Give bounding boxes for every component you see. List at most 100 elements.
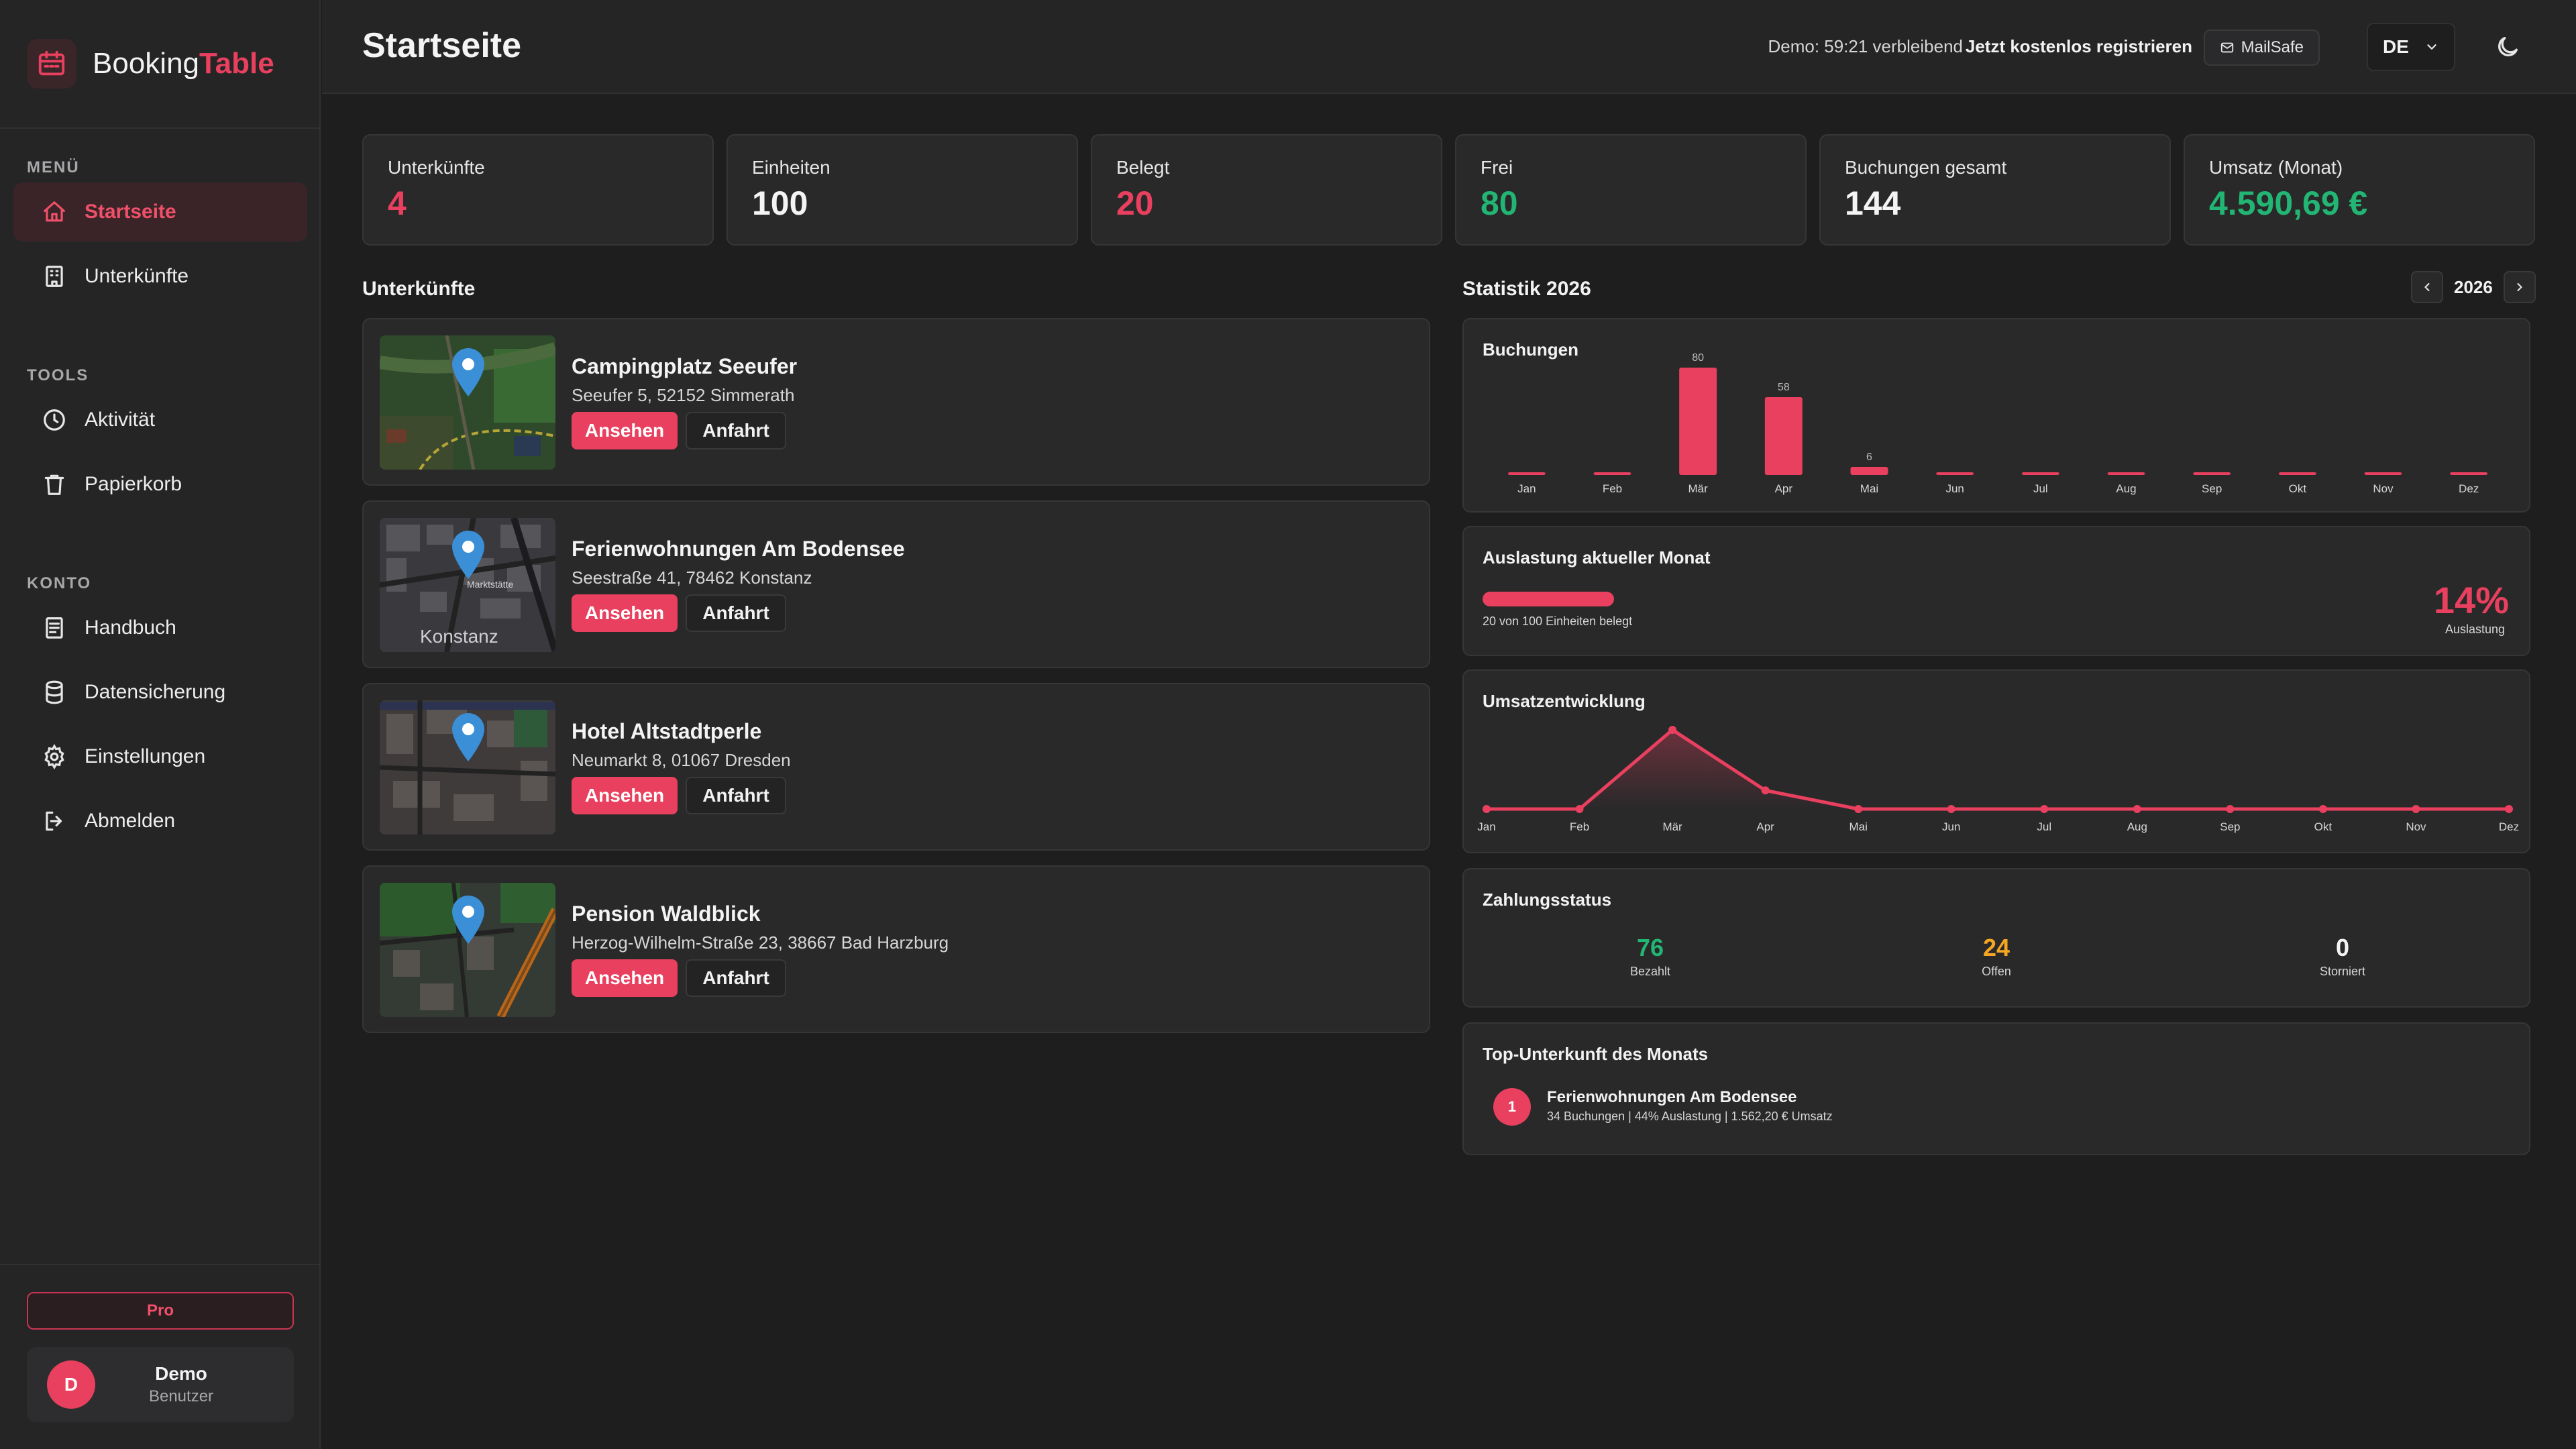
occupancy-percent-label: Auslastung	[2445, 623, 2505, 636]
view-button[interactable]: Ansehen	[572, 594, 678, 632]
statistics-section-title: Statistik 2026	[1462, 278, 1591, 300]
sidebar-item-label: Papierkorb	[85, 473, 182, 495]
sidebar-item-label: Aktivität	[85, 409, 156, 431]
property-address: Herzog-Wilhelm-Straße 23, 38667 Bad Harz…	[572, 932, 949, 953]
user-name: Demo	[155, 1363, 207, 1384]
book-icon	[40, 614, 68, 642]
stat-card-unterkuenfte: Unterkünfte 4	[362, 134, 714, 246]
map-pin-icon	[452, 713, 484, 761]
tools-section-label: TOOLS	[27, 366, 89, 384]
directions-button[interactable]: Anfahrt	[686, 959, 786, 997]
property-name: Pension Waldblick	[572, 902, 761, 926]
register-link[interactable]: Jetzt kostenlos registrieren	[1965, 36, 2192, 56]
stat-value: 144	[1845, 184, 1901, 222]
x-tick-label: Mai	[1849, 820, 1867, 833]
view-button[interactable]: Ansehen	[572, 412, 678, 449]
revenue-point-apr	[1761, 786, 1770, 795]
revenue-point-sep	[2226, 805, 2235, 813]
map-thumbnail[interactable]	[380, 883, 555, 1017]
payment-open-value: 24	[1982, 934, 2010, 961]
x-tick-label: Apr	[1756, 820, 1774, 833]
directions-button[interactable]: Anfahrt	[686, 777, 786, 814]
x-tick-label: Nov	[2406, 820, 2426, 833]
revenue-area	[1487, 730, 2509, 809]
map-thumbnail[interactable]	[380, 335, 555, 470]
stat-label: Frei	[1481, 157, 1513, 178]
bar-data-label: 6	[1866, 451, 1872, 463]
sidebar-item-handbuch[interactable]: Handbuch	[13, 598, 307, 657]
sidebar-item-label: Unterkünfte	[85, 265, 189, 287]
map-thumbnail[interactable]: Konstanz Marktstätte	[380, 518, 555, 652]
sidebar-item-einstellungen[interactable]: Einstellungen	[13, 727, 307, 786]
previous-year-button[interactable]	[2411, 271, 2443, 303]
stat-label: Belegt	[1116, 157, 1170, 178]
property-card: Campingplatz Seeufer Seeufer 5, 52152 Si…	[362, 318, 1430, 486]
bar-apr	[1764, 397, 1803, 475]
stat-label: Buchungen gesamt	[1845, 157, 2007, 178]
bookings-bar-chart: Jan Feb 80 Mär 58 Apr 6 Mai Jun Jul Aug Sep Okt Nov De…	[1507, 352, 2488, 495]
logout-icon	[40, 807, 68, 835]
x-tick-label: Jan	[1477, 820, 1495, 833]
map-label-konstanz: Konstanz	[420, 626, 498, 647]
stat-value: 20	[1116, 184, 1154, 222]
sidebar-item-datensicherung[interactable]: Datensicherung	[13, 663, 307, 722]
theme-toggle[interactable]	[2493, 32, 2522, 62]
sidebar-item-label: Handbuch	[85, 616, 176, 639]
x-tick-label: Nov	[2373, 482, 2394, 495]
x-tick-label: Dez	[2459, 482, 2479, 495]
stat-card-frei: Frei 80	[1455, 134, 1807, 246]
stat-card-belegt: Belegt 20	[1091, 134, 1442, 246]
property-card: Pension Waldblick Herzog-Wilhelm-Straße …	[362, 865, 1430, 1033]
sidebar-item-unterkuenfte[interactable]: Unterkünfte	[13, 247, 307, 306]
view-button[interactable]: Ansehen	[572, 777, 678, 814]
stat-card-buchungen-gesamt: Buchungen gesamt 144	[1819, 134, 2171, 246]
x-tick-label: Sep	[2220, 820, 2240, 833]
pro-button[interactable]: Pro	[27, 1292, 294, 1330]
sidebar-item-startseite[interactable]: Startseite	[13, 182, 307, 241]
payment-cancelled-label: Storniert	[2319, 965, 2366, 978]
stat-label: Umsatz (Monat)	[2209, 157, 2343, 178]
x-tick-label: Mai	[1860, 482, 1878, 495]
revenue-point-mai	[1854, 805, 1863, 813]
sidebar-item-aktivitaet[interactable]: Aktivität	[13, 390, 307, 449]
map-pin-icon	[452, 348, 484, 396]
revenue-point-dez	[2505, 805, 2513, 813]
directions-button[interactable]: Anfahrt	[686, 594, 786, 632]
property-address: Seestraße 41, 78462 Konstanz	[572, 568, 812, 588]
properties-section-title: Unterkünfte	[362, 278, 476, 300]
revenue-chart-panel: Umsatzentwicklung Jan Feb Mär Apr Mai Jun Jul A…	[1462, 669, 2530, 853]
payment-paid: 76 Bezahlt	[1583, 934, 1717, 979]
top-header: Startseite Demo: 59:21 verbleibend Jetzt…	[322, 0, 2576, 94]
home-icon	[40, 198, 68, 226]
next-year-button[interactable]	[2503, 271, 2536, 303]
mailsafe-button[interactable]: MailSafe	[2203, 30, 2320, 66]
bookings-chart-panel: Buchungen Jan Feb 80 Mär 58 Apr 6 Mai Jun Jul Aug S…	[1462, 318, 2530, 513]
stat-value: 4.590,69 €	[2209, 184, 2368, 222]
brand[interactable]: BookingTable	[0, 0, 319, 129]
directions-button[interactable]: Anfahrt	[686, 412, 786, 449]
user-card[interactable]: D Demo Benutzer	[27, 1347, 294, 1422]
sidebar-item-label: Abmelden	[85, 810, 176, 832]
occupancy-percent: 14%	[2433, 579, 2509, 621]
sidebar-item-abmelden[interactable]: Abmelden	[13, 792, 307, 851]
chevron-down-icon	[2427, 44, 2436, 50]
map-thumbnail[interactable]	[380, 700, 555, 835]
revenue-point-feb	[1575, 805, 1584, 813]
revenue-line-chart: Jan Feb Mär Apr Mai Jun Jul Aug Sep Okt Nov Dez	[1477, 726, 2519, 833]
sidebar-item-papierkorb[interactable]: Papierkorb	[13, 455, 307, 514]
demo-timer: Demo: 59:21 verbleibend	[1768, 36, 1963, 56]
payment-cancelled-value: 0	[2335, 934, 2350, 961]
language-select[interactable]: DE	[2367, 23, 2455, 71]
brand-name-part2: Table	[199, 47, 274, 80]
view-button[interactable]: Ansehen	[572, 959, 678, 997]
x-tick-label: Aug	[2127, 820, 2147, 833]
x-tick-label: Jun	[1945, 482, 1964, 495]
x-tick-label: Aug	[2116, 482, 2136, 495]
stat-label: Einheiten	[752, 157, 830, 178]
menu-section-label: MENÜ	[27, 158, 80, 176]
stat-value: 100	[752, 184, 808, 222]
revenue-point-jun	[1947, 805, 1955, 813]
sidebar: BookingTable MENÜ Startseite Unterkünfte…	[0, 0, 321, 1449]
top-property-name[interactable]: Ferienwohnungen Am Bodensee	[1547, 1088, 1797, 1106]
property-address: Seeufer 5, 52152 Simmerath	[572, 385, 795, 405]
